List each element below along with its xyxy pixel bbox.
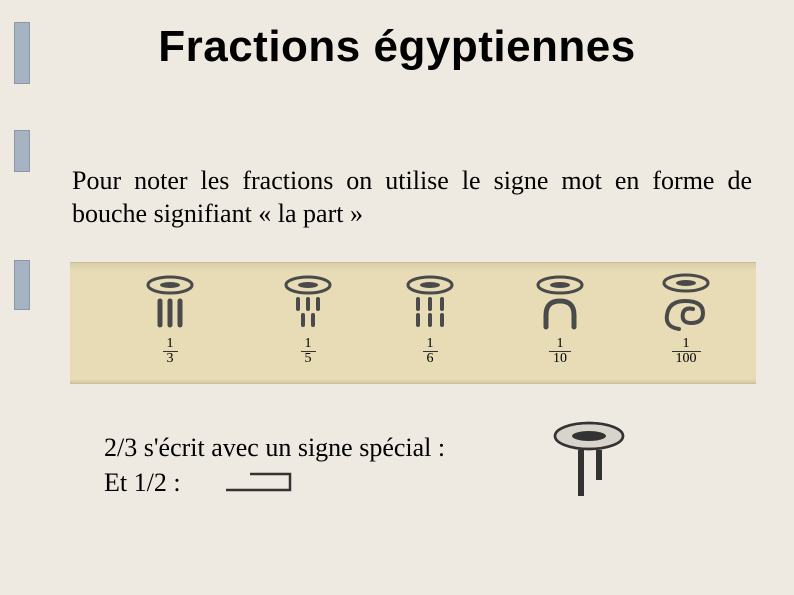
fraction-den: 100 xyxy=(672,352,701,366)
hiero-two-thirds-icon xyxy=(545,418,633,506)
glyph-1-10: 1 10 xyxy=(500,271,620,367)
fraction-label: 1 100 xyxy=(672,337,701,366)
decor-bar xyxy=(14,130,30,172)
fraction-den: 6 xyxy=(423,352,438,366)
page-title: Fractions égyptiennes xyxy=(0,22,794,72)
hiero-half-icon xyxy=(220,468,300,496)
hiero-mouth-strokes-icon xyxy=(135,271,205,333)
fraction-den: 10 xyxy=(549,352,571,366)
fraction-num: 1 xyxy=(423,337,438,352)
fraction-den: 3 xyxy=(163,352,178,366)
fraction-den: 5 xyxy=(301,352,316,366)
fractions-figure: 1 3 1 5 xyxy=(70,262,756,384)
paragraph-intro: Pour noter les fractions on utilise le s… xyxy=(72,165,752,230)
fraction-num: 1 xyxy=(163,337,178,352)
slide: Fractions égyptiennes Pour noter les fra… xyxy=(0,0,794,595)
glyph-1-100: 1 100 xyxy=(626,271,746,367)
fraction-num: 1 xyxy=(549,337,571,352)
text-two-thirds: 2/3 s'écrit avec un signe spécial : xyxy=(104,433,445,462)
glyph-1-5: 1 5 xyxy=(248,271,368,367)
fraction-label: 1 10 xyxy=(549,337,571,366)
fraction-label: 1 6 xyxy=(423,337,438,366)
hiero-mouth-hoop-icon xyxy=(520,271,600,333)
glyph-1-6: 1 6 xyxy=(370,271,490,367)
hiero-mouth-coil-icon xyxy=(641,271,731,333)
fraction-num: 1 xyxy=(672,337,701,352)
fraction-label: 1 5 xyxy=(301,337,316,366)
text-one-half: Et 1/2 : xyxy=(104,468,181,497)
decor-bar xyxy=(14,260,30,310)
hiero-mouth-strokes-icon xyxy=(390,271,470,333)
fraction-num: 1 xyxy=(301,337,316,352)
fraction-label: 1 3 xyxy=(163,337,178,366)
glyph-1-3: 1 3 xyxy=(110,271,230,367)
hiero-mouth-strokes-icon xyxy=(268,271,348,333)
